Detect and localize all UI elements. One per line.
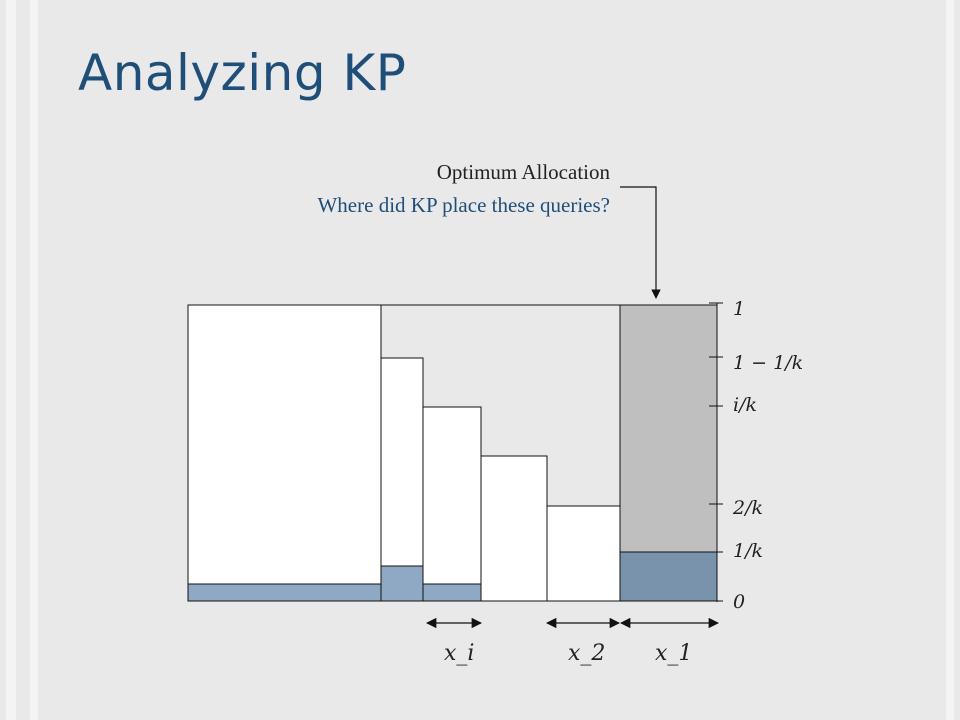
slide-title: Analyzing KP	[78, 44, 407, 102]
bin-2-kp-part	[380, 565, 424, 602]
tick-label-0: 0	[733, 591, 745, 613]
slide-edge-right	[946, 0, 954, 720]
bin-i	[422, 406, 482, 602]
width-label-xi: x_i	[444, 641, 474, 666]
kp-placement-question: Where did KP place these queries?	[317, 193, 610, 217]
bin-large-kp-part	[187, 583, 382, 602]
bin-2	[380, 357, 424, 602]
bin-4	[480, 455, 548, 602]
bin-large	[187, 304, 382, 602]
tick-label-i-k: i/k	[733, 394, 757, 416]
slide-edge-left-inner	[30, 0, 38, 720]
bin-x2	[546, 505, 621, 602]
optimum-allocation-label: Optimum Allocation	[436, 160, 610, 184]
tick-label-2-k: 2/k	[732, 497, 763, 519]
tick-label-1-k: 1/k	[733, 540, 763, 562]
width-label-x1: x_1	[655, 641, 692, 666]
slide-edge-left	[6, 0, 16, 720]
callout-arrow	[620, 186, 661, 299]
tick-label-1: 1	[733, 298, 745, 320]
optimum-bin-part	[620, 552, 717, 601]
width-label-x2: x_2	[568, 641, 605, 666]
tick-label-1-minus-1k: 1 − 1/k	[733, 352, 803, 374]
bin-i-kp-part	[422, 583, 482, 602]
